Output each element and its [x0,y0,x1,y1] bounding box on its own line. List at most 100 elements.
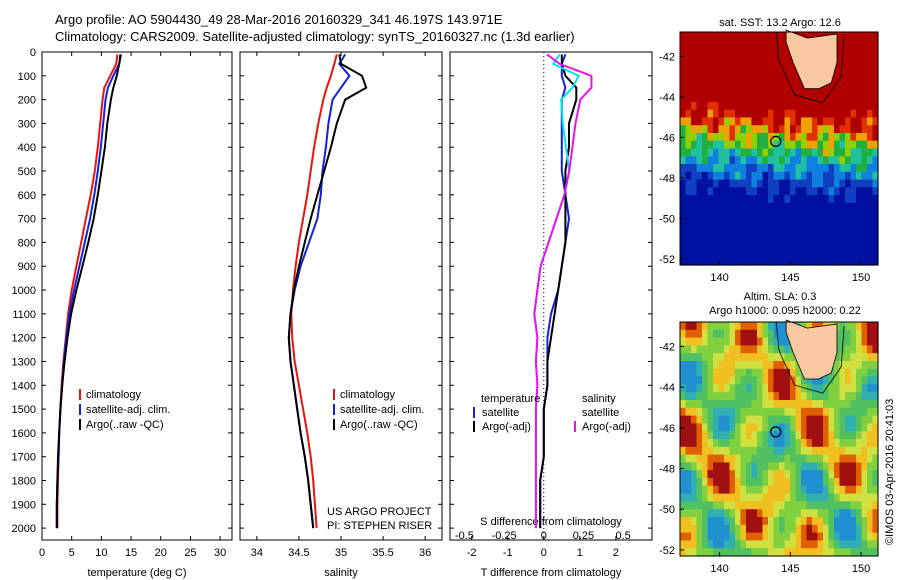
map-cell [839,329,846,339]
map-cell [691,361,698,370]
map-cell [850,241,857,251]
map-cell [801,101,808,111]
map-cell [817,241,824,251]
map-cell [773,368,780,378]
map-cell [680,233,687,243]
map-cell [790,257,797,266]
map-cell [856,361,863,370]
map-cell [729,454,736,463]
map-cell [812,125,819,134]
map-cell [812,32,819,41]
map-cell [757,179,764,188]
map-cell [861,55,868,64]
map-cell [872,368,879,378]
bathymetry-contour [775,321,845,394]
map-cell [685,109,692,119]
map-cell [806,133,813,142]
map-cell [762,376,769,385]
map-cell [702,376,709,385]
map-cell [707,392,714,401]
map-cell [740,407,747,417]
series-line-argorawqc [55,54,122,529]
map-cell [784,376,791,385]
map-cell [702,148,709,157]
map-cell [751,171,758,181]
map-cell [729,337,736,346]
map-cell [828,392,835,401]
map-cell [867,70,874,80]
map-cell [773,109,780,119]
map-cell [757,548,764,557]
map-cell [680,171,687,181]
map-cell [861,226,868,235]
map-cell [790,241,797,251]
map-cell [773,478,780,487]
map-cell [795,187,802,196]
map-cell [839,454,846,463]
map-cell [746,109,753,119]
map-cell [702,257,709,266]
map-cell [834,470,841,479]
map-cell [839,439,846,448]
map-cell [724,109,731,119]
map-cell [861,148,868,157]
map-cell [740,148,747,157]
map-cell [828,233,835,243]
map-cell [680,322,687,331]
map-cell [856,202,863,212]
map-cell [746,218,753,227]
map-cell [795,423,802,432]
map-cell [685,446,692,456]
map-cell [872,493,879,502]
lat-tick-label: -50 [659,504,675,516]
map-cell [724,148,731,157]
map-cell [713,439,720,448]
map-cell [691,202,698,212]
map-cell [806,540,813,549]
map-cell [702,501,709,510]
depth-tick-label: 500 [18,166,36,178]
map-cell [757,501,764,510]
map-cell [850,63,857,72]
map-cell [735,423,742,432]
map-cell [823,86,830,95]
map-cell [812,470,819,479]
map-cell [817,540,824,549]
map-cell [795,439,802,448]
map-cell [850,462,857,471]
map-cell [795,125,802,134]
map-cell [872,478,879,487]
map-cell [867,125,874,134]
map-cell [812,249,819,258]
map-cell [773,439,780,448]
map-cell [757,361,764,370]
map-cell [696,540,703,549]
map-cell [768,376,775,385]
map-cell [685,39,692,49]
temperature-diff-axis-label: T difference from climatology [481,567,622,579]
map-cell [762,257,769,266]
map-cell [707,540,714,549]
map-cell [834,400,841,409]
map-cell [762,517,769,526]
map-cell [790,462,797,471]
map-cell [685,171,692,181]
map-cell [685,501,692,510]
map-cell [845,501,852,510]
map-cell [762,415,769,424]
map-cell [768,337,775,346]
map-cell [779,249,786,258]
map-cell [867,470,874,479]
map-cell [828,140,835,150]
map-cell [707,439,714,448]
map-cell [707,94,714,103]
map-cell [850,32,857,41]
map-cell [861,415,868,424]
map-cell [806,171,813,181]
map-cell [768,257,775,266]
map-cell [806,164,813,173]
series-line-satelliteadjclim [287,53,351,529]
map-cell [718,392,725,401]
map-cell [740,431,747,440]
map-cell [735,485,742,495]
